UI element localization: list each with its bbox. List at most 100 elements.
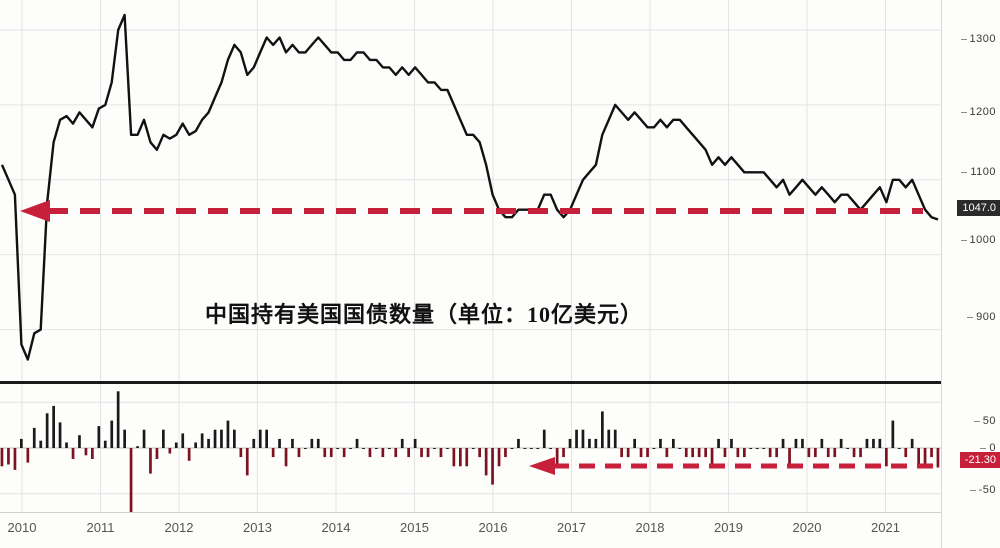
bar: [885, 448, 888, 467]
bar: [65, 442, 68, 448]
bar: [859, 448, 862, 458]
bar: [329, 448, 333, 458]
bar: [452, 448, 456, 467]
bar: [491, 448, 494, 485]
bar: [807, 448, 811, 458]
ytick-1300: 1300: [960, 33, 996, 45]
bar: [426, 448, 430, 458]
trend-arrow-main: [18, 198, 928, 224]
sub-ytick-50: 50: [973, 415, 996, 427]
xaxis-divider: [0, 512, 1000, 513]
bar: [91, 448, 94, 459]
ytick-1000: 1000: [960, 234, 996, 246]
bar: [278, 438, 281, 448]
bar: [852, 448, 856, 458]
bar: [116, 391, 120, 448]
bar: [775, 448, 778, 458]
bar: [865, 438, 869, 448]
bar: [400, 438, 404, 448]
bar: [149, 448, 152, 474]
bar: [84, 448, 88, 456]
bar: [678, 448, 682, 449]
bar: [200, 433, 204, 448]
bar: [555, 448, 559, 467]
bar: [684, 448, 688, 458]
bar: [833, 448, 837, 458]
xtick-2019: 2019: [714, 520, 743, 535]
bar: [136, 446, 139, 448]
bar: [32, 427, 36, 448]
bar: [917, 448, 920, 467]
sub-ytick-minus50: -50: [969, 484, 996, 496]
bar: [613, 429, 617, 448]
bar: [814, 448, 817, 458]
bar: [7, 448, 10, 465]
bar: [691, 448, 694, 458]
bar: [652, 448, 656, 449]
bar: [26, 448, 30, 463]
bar: [0, 448, 4, 467]
bar: [717, 438, 720, 448]
bar: [659, 438, 662, 448]
bar: [207, 438, 210, 448]
bar: [878, 438, 882, 448]
ytick-1100: 1100: [961, 166, 996, 178]
bar: [562, 448, 565, 458]
xtick-2020: 2020: [792, 520, 822, 535]
sub-price-flag: -21.30: [959, 452, 1000, 468]
bar: [471, 448, 475, 449]
bar: [168, 448, 172, 454]
bar: [846, 448, 849, 449]
bar: [504, 448, 507, 458]
bar: [588, 438, 591, 448]
bar: [801, 438, 804, 448]
bar: [71, 448, 75, 459]
price-line: [0, 13, 939, 361]
bar: [310, 438, 314, 448]
bar: [549, 448, 552, 449]
main-price-panel: [0, 0, 942, 382]
panel-divider: [0, 381, 1000, 384]
bar: [258, 429, 262, 448]
bar: [897, 448, 901, 449]
bar: [465, 448, 469, 467]
bar: [45, 413, 49, 448]
bar: [245, 448, 249, 476]
trend-arrow-sub: [527, 455, 942, 477]
bar: [594, 438, 598, 448]
bar: [97, 426, 101, 448]
bar: [820, 438, 824, 448]
bar: [381, 448, 385, 458]
bar: [349, 448, 352, 449]
bar: [601, 411, 604, 448]
bar: [52, 405, 55, 448]
bar: [536, 448, 540, 449]
bar: [788, 448, 791, 467]
bar: [910, 438, 914, 448]
bar: [297, 448, 301, 458]
bar: [743, 448, 746, 458]
bar: [407, 448, 410, 458]
bar: [226, 420, 230, 448]
monthly-change-bars: [0, 384, 942, 512]
bar: [123, 429, 126, 448]
bar: [665, 448, 669, 458]
bar: [762, 448, 766, 449]
bar: [316, 438, 320, 448]
bar: [646, 448, 649, 458]
bar: [58, 422, 62, 448]
bar: [13, 448, 17, 470]
ytick-1200: 1200: [960, 106, 996, 118]
xtick-2017: 2017: [557, 520, 586, 535]
bar: [568, 438, 572, 448]
bar: [394, 448, 398, 458]
bar: [239, 448, 243, 458]
bar: [174, 442, 178, 448]
bar: [542, 429, 546, 448]
bar: [710, 448, 714, 467]
bar: [523, 448, 527, 449]
xtick-2018: 2018: [635, 520, 665, 535]
bar: [755, 448, 759, 449]
bar: [923, 448, 927, 467]
